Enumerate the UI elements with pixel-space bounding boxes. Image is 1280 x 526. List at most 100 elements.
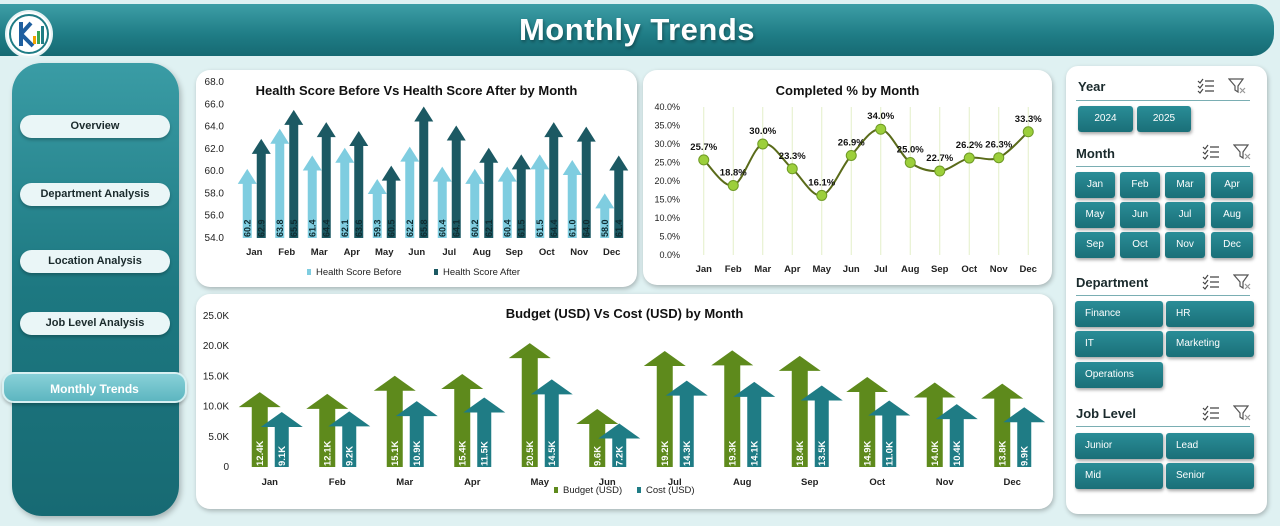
clear-filter-icon[interactable]	[1233, 405, 1251, 421]
department-option-operations[interactable]: Operations	[1075, 362, 1163, 388]
month-option-aug[interactable]: Aug	[1211, 202, 1253, 228]
bar-budget	[576, 409, 619, 467]
x-tick-label: Oct	[869, 477, 886, 488]
bar-health-score-after	[316, 122, 336, 238]
data-label: 14.5K	[547, 441, 558, 466]
job-level-filter-divider	[1076, 426, 1250, 427]
data-label: 9.9K	[1019, 446, 1030, 466]
data-label: 25.7%	[690, 142, 717, 153]
data-label: 64.4	[549, 219, 559, 237]
month-option-mar[interactable]: Mar	[1165, 172, 1205, 198]
sidebar-nav: Overview Department Analysis Location An…	[2, 63, 187, 516]
bar-health-score-after	[284, 109, 304, 238]
health-score-chart-panel: Health Score Before Vs Health Score Afte…	[196, 70, 637, 287]
x-tick-label: Feb	[329, 477, 346, 488]
data-label: 13.5K	[817, 441, 828, 466]
y-tick-label: 0.0%	[659, 250, 680, 260]
data-label: 61.4	[614, 219, 624, 237]
month-option-jul[interactable]: Jul	[1165, 202, 1205, 228]
x-tick-label: Oct	[539, 247, 556, 258]
data-label: 60.2	[470, 219, 480, 237]
data-label: 33.3%	[1015, 114, 1042, 125]
data-label: 61.5	[516, 219, 526, 237]
legend-label-budget: Budget (USD)	[563, 485, 622, 496]
x-tick-label: Jan	[246, 247, 263, 258]
month-option-jun[interactable]: Jun	[1120, 202, 1160, 228]
data-label: 19.3K	[727, 441, 738, 466]
data-point	[698, 154, 710, 166]
bar-health-score-after	[414, 106, 434, 238]
nav-location-analysis-button[interactable]: Location Analysis	[20, 250, 170, 273]
clear-filter-icon[interactable]	[1228, 78, 1246, 94]
data-point	[816, 189, 828, 201]
bar-cost	[1003, 407, 1046, 467]
data-point	[875, 123, 887, 135]
x-tick-label: Mar	[311, 247, 328, 258]
job-level-option-mid[interactable]: Mid	[1075, 463, 1163, 489]
y-tick-label: 10.0K	[203, 402, 229, 413]
y-tick-label: 35.0%	[654, 121, 680, 131]
x-tick-label: Jun	[599, 477, 616, 488]
nav-monthly-trends-button[interactable]: Monthly Trends	[2, 372, 187, 403]
department-option-hr[interactable]: HR	[1166, 301, 1254, 327]
data-label: 58.0	[600, 219, 610, 237]
data-label: 22.7%	[926, 153, 953, 164]
clear-filter-icon[interactable]	[1233, 144, 1251, 160]
x-tick-label: Jul	[668, 477, 682, 488]
bar-health-score-before	[237, 168, 257, 238]
job-level-option-senior[interactable]: Senior	[1166, 463, 1254, 489]
data-label: 9.1K	[277, 446, 288, 466]
multi-select-icon[interactable]	[1202, 144, 1220, 160]
month-option-sep[interactable]: Sep	[1075, 232, 1115, 258]
data-label: 61.0	[567, 219, 577, 237]
data-label: 26.3%	[985, 140, 1012, 151]
nav-overview-button[interactable]: Overview	[20, 115, 170, 138]
x-tick-label: Dec	[1020, 264, 1037, 275]
month-option-dec[interactable]: Dec	[1211, 232, 1253, 258]
x-tick-label: Jun	[408, 247, 425, 258]
x-tick-label: Dec	[603, 247, 620, 258]
data-label: 64.0	[581, 219, 591, 237]
x-tick-label: May	[375, 247, 394, 258]
data-label: 23.3%	[779, 151, 806, 162]
bar-cost	[395, 401, 438, 467]
department-option-marketing[interactable]: Marketing	[1166, 331, 1254, 357]
x-tick-label: Sep	[801, 477, 819, 488]
data-label: 61.4	[307, 219, 317, 237]
bar-health-score-before	[595, 193, 615, 238]
multi-select-icon[interactable]	[1197, 78, 1215, 94]
month-option-feb[interactable]: Feb	[1120, 172, 1160, 198]
data-label: 14.9K	[862, 441, 873, 466]
bar-budget	[981, 383, 1024, 467]
data-label: 12.4K	[255, 441, 266, 466]
x-tick-label: Aug	[901, 264, 920, 275]
month-option-may[interactable]: May	[1075, 202, 1115, 228]
data-label: 62.1	[340, 219, 350, 237]
data-label: 20.5K	[525, 441, 536, 466]
multi-select-icon[interactable]	[1202, 405, 1220, 421]
month-filter-title: Month	[1076, 146, 1115, 161]
department-option-it[interactable]: IT	[1075, 331, 1163, 357]
nav-department-analysis-button[interactable]: Department Analysis	[20, 183, 170, 206]
job-level-option-junior[interactable]: Junior	[1075, 433, 1163, 459]
legend-swatch-budget	[554, 487, 558, 493]
legend-swatch-health-score-after	[434, 269, 438, 275]
job-level-option-lead[interactable]: Lead	[1166, 433, 1254, 459]
clear-filter-icon[interactable]	[1233, 274, 1251, 290]
month-option-jan[interactable]: Jan	[1075, 172, 1115, 198]
y-tick-label: 5.0K	[208, 432, 229, 443]
x-tick-label: Jun	[843, 264, 860, 275]
month-option-apr[interactable]: Apr	[1211, 172, 1253, 198]
data-label: 59.3	[372, 219, 382, 237]
bar-health-score-before	[432, 166, 452, 238]
year-option-2024[interactable]: 2024	[1078, 106, 1133, 132]
multi-select-icon[interactable]	[1202, 274, 1220, 290]
department-option-finance[interactable]: Finance	[1075, 301, 1163, 327]
data-point	[786, 163, 798, 175]
bar-budget	[238, 392, 281, 467]
month-option-nov[interactable]: Nov	[1165, 232, 1205, 258]
job-level-filter-title: Job Level	[1076, 406, 1136, 421]
year-option-2025[interactable]: 2025	[1137, 106, 1191, 132]
nav-job-level-analysis-button[interactable]: Job Level Analysis	[20, 312, 170, 335]
month-option-oct[interactable]: Oct	[1120, 232, 1160, 258]
